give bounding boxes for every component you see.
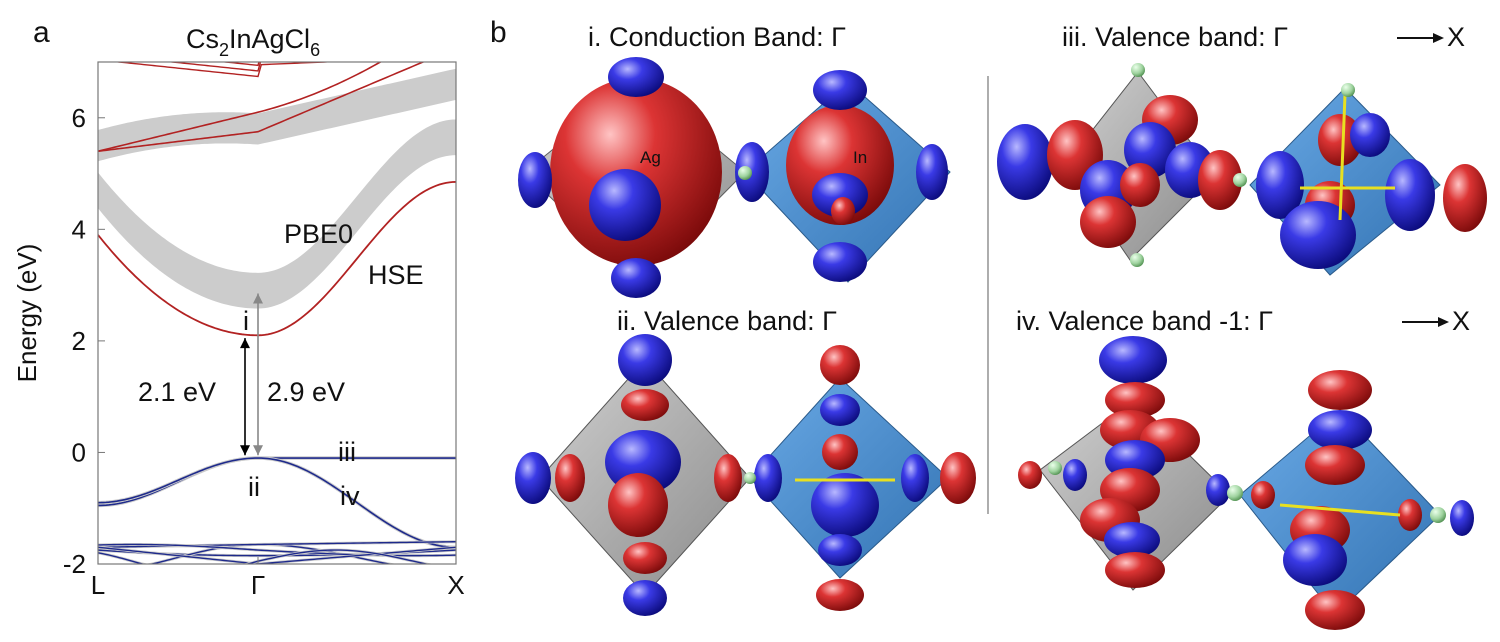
orbital-valence-band-minus-1: [1018, 336, 1474, 630]
arrow-right-icon: [1438, 317, 1449, 327]
x-tick-label: L: [91, 570, 105, 600]
svg-text:iv. Valence band -1: Γ: iv. Valence band -1: Γ: [1016, 306, 1273, 336]
y-tick-label: 0: [72, 437, 86, 467]
x-tick-label: Γ: [251, 570, 265, 600]
hse-high-band-2: [219, 62, 260, 67]
legend-hse: HSE: [368, 260, 424, 290]
legend-pbe0: PBE0: [284, 219, 353, 249]
svg-text:X: X: [1452, 306, 1470, 336]
plot-frame: [97, 61, 457, 565]
valence-band-iii-hse: [98, 457, 456, 507]
y-tick-label: 4: [72, 214, 86, 244]
x-tick-label: X: [447, 570, 464, 600]
deep-band-hse-4: [98, 546, 456, 564]
valence-band-iii-pbe0: [98, 456, 456, 508]
panel-b-letter: b: [490, 16, 507, 49]
orbital-conduction-band-gamma: Ag In: [518, 57, 951, 298]
hse-upper-band-1: [98, 62, 426, 153]
gap-label-pbe0: 2.9 eV: [267, 377, 345, 407]
hse-high-band-1: [165, 62, 262, 72]
deep-band-hse-2: [98, 540, 456, 548]
arrow-up-icon: [240, 338, 250, 349]
svg-text:iii. Valence band: Γ: iii. Valence band: Γ: [1062, 22, 1288, 52]
label-iii: iii: [338, 437, 356, 467]
valence-band-iv-pbe0: [98, 456, 456, 550]
panel-a-letter: a: [33, 16, 50, 49]
arrow-up-icon: [253, 293, 263, 304]
title-valence-band-gamma-x: iii. Valence band: Γ X: [1062, 22, 1465, 52]
orbital-valence-band-gamma: [515, 334, 976, 616]
arrow-down-icon: [253, 445, 263, 456]
orbital-valence-band-gamma-x: [997, 63, 1487, 276]
atom-label-in: In: [853, 148, 867, 167]
pbe0-conduction-band: [98, 119, 456, 309]
pbe0-upper-band: [98, 68, 456, 162]
label-iv: iv: [340, 481, 360, 511]
svg-text:X: X: [1447, 22, 1465, 52]
arrow-right-icon: [1433, 33, 1444, 43]
y-tick-label: 2: [72, 326, 86, 356]
y-tick-label: -2: [63, 549, 86, 579]
hse-upper-band-0: [98, 62, 382, 153]
label-ii: ii: [248, 472, 260, 502]
valence-band-iv-hse: [98, 457, 456, 549]
hse-high-band-0: [112, 62, 341, 78]
label-i: i: [243, 306, 249, 336]
arrow-down-icon: [240, 445, 250, 456]
y-axis-title: Energy (eV): [12, 244, 42, 383]
title-valence-band: ii. Valence band: Γ: [617, 306, 837, 336]
panel-a-title: Cs2InAgCl6: [186, 24, 320, 60]
atom-label-ag: Ag: [640, 148, 661, 167]
title-valence-band-minus-1: iv. Valence band -1: Γ X: [1016, 306, 1470, 336]
y-tick-label: 6: [72, 103, 86, 133]
title-conduction-band: i. Conduction Band: Γ: [588, 22, 846, 52]
gap-label-hse: 2.1 eV: [138, 377, 216, 407]
